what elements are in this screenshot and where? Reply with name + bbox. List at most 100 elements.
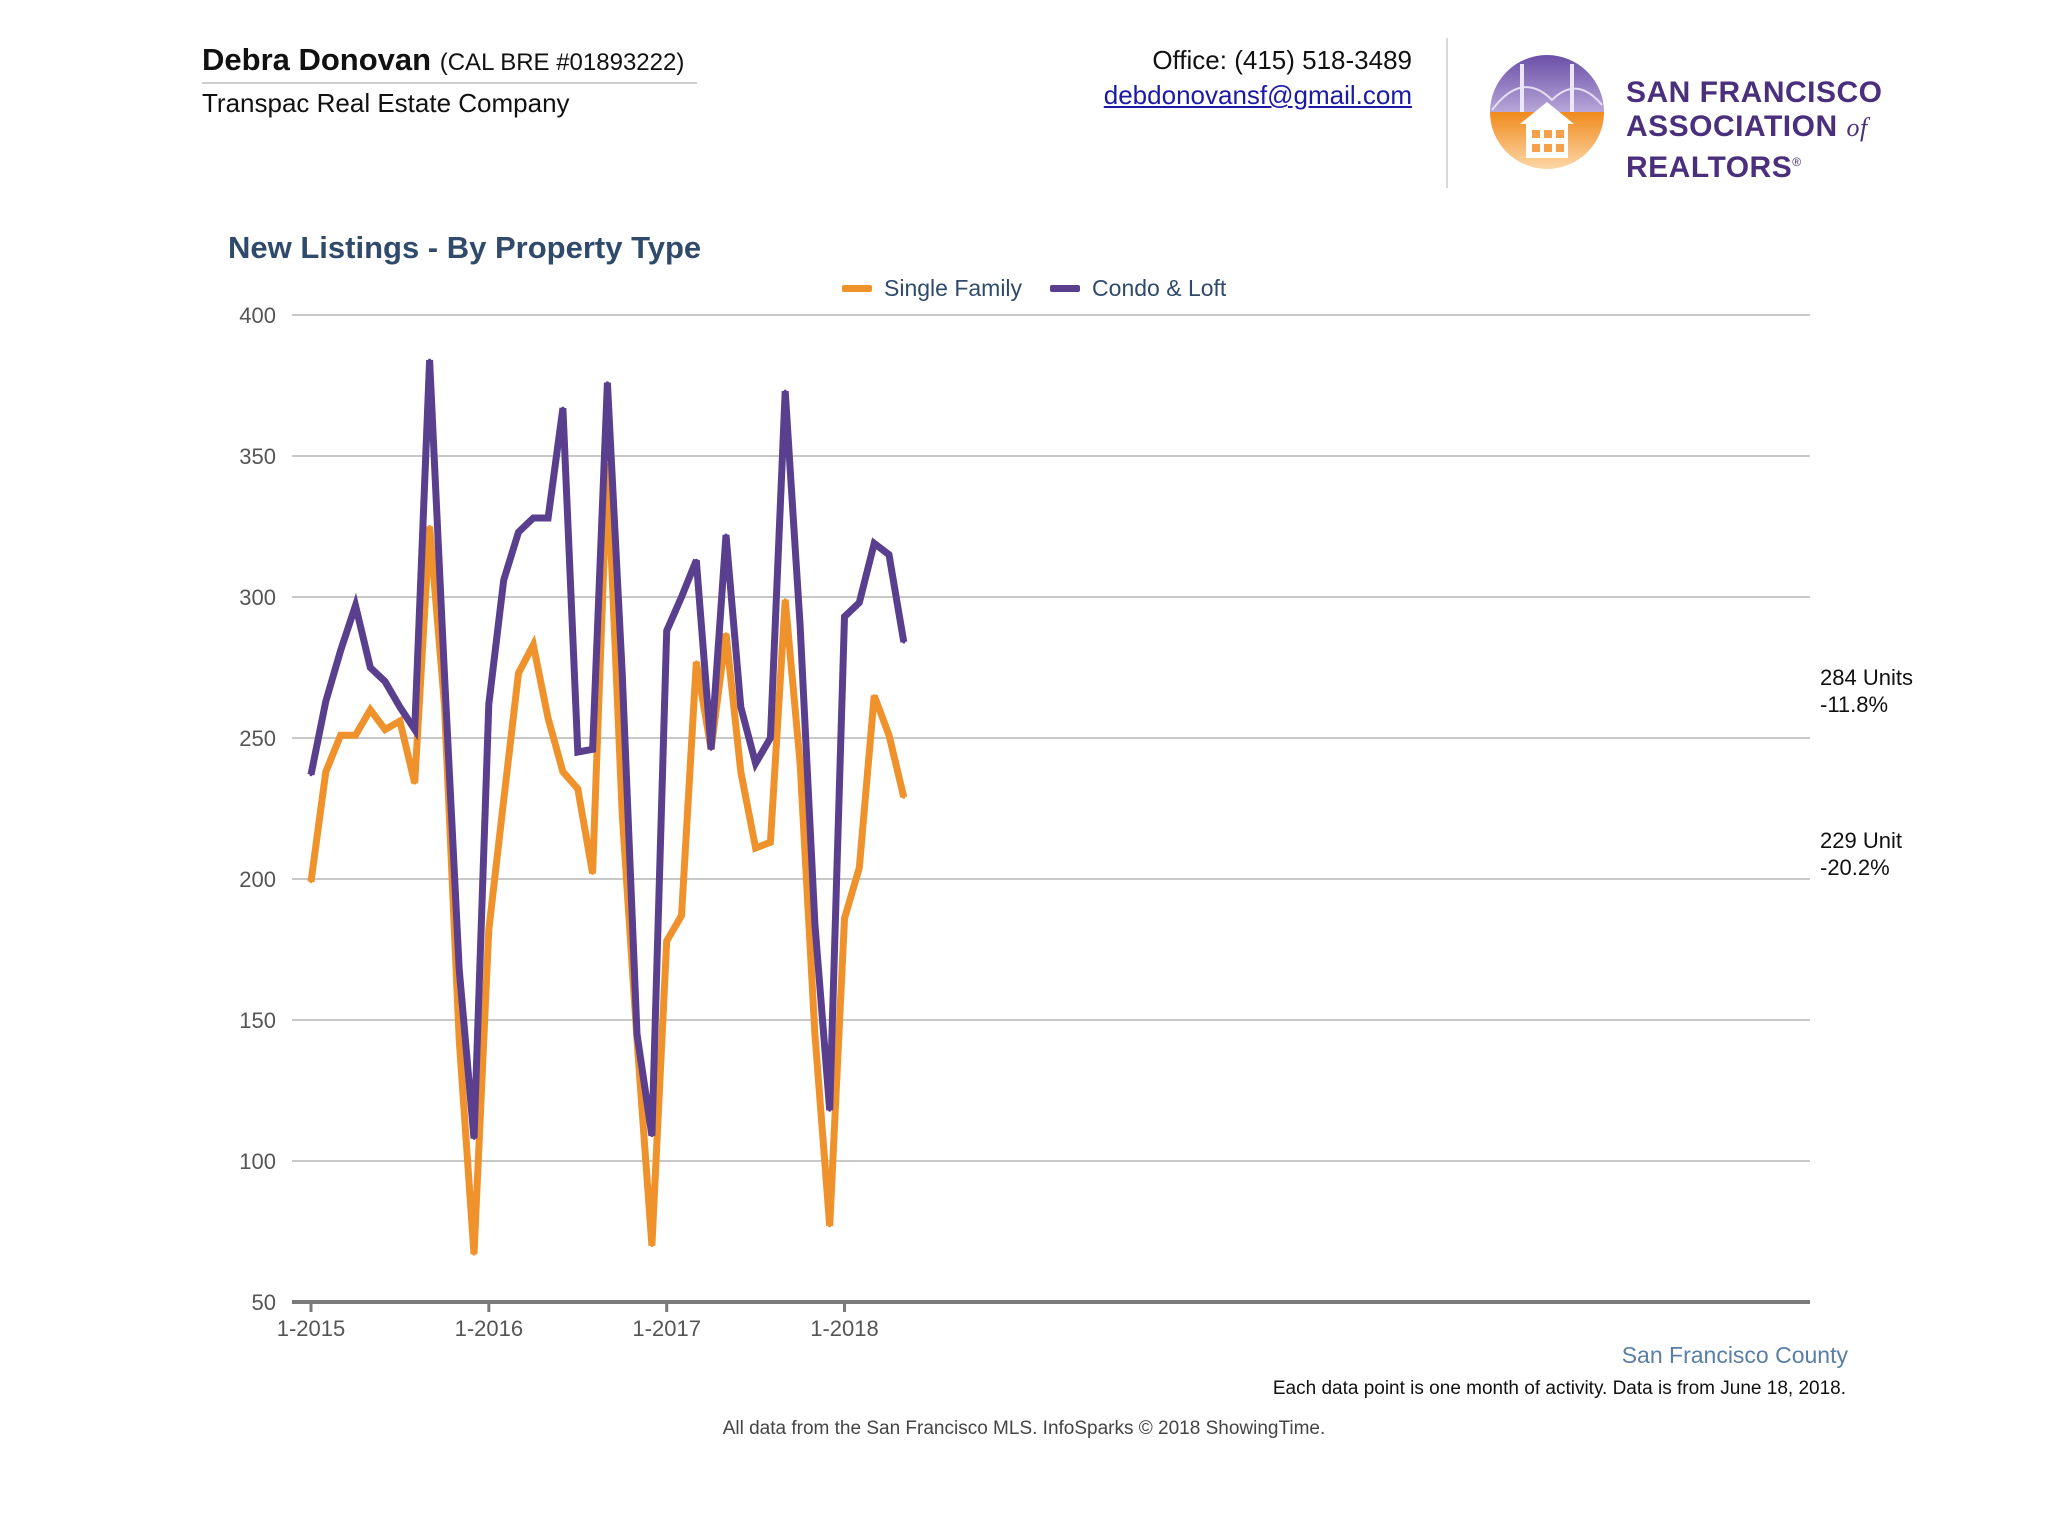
data-point-condo-loft	[768, 736, 772, 740]
data-point-condo-loft	[309, 773, 313, 777]
y-tick-label: 50	[252, 1290, 276, 1315]
data-point-single-family	[857, 866, 861, 870]
data-point-single-family	[680, 914, 683, 918]
data-point-single-family	[398, 719, 402, 723]
y-tick-label: 150	[239, 1008, 276, 1033]
data-point-condo-loft	[591, 747, 595, 751]
office-phone: Office: (415) 518-3489	[1152, 45, 1412, 75]
data-point-condo-loft	[724, 533, 728, 537]
data-point-single-family	[546, 716, 550, 720]
agent-license: (CAL BRE #01893222)	[439, 49, 685, 76]
data-point-condo-loft	[709, 747, 713, 751]
data-point-condo-loft	[531, 516, 535, 520]
data-point-single-family	[828, 1224, 832, 1228]
data-point-single-family	[887, 733, 891, 737]
data-note: Each data point is one month of activity…	[1272, 1378, 1846, 1399]
data-point-condo-loft	[635, 1032, 639, 1036]
data-point-single-family	[650, 1244, 654, 1248]
y-tick-label: 100	[239, 1149, 276, 1174]
data-point-condo-loft	[887, 553, 891, 557]
data-point-condo-loft	[650, 1134, 654, 1138]
data-point-single-family	[620, 812, 624, 816]
chart-legend: Single Family Condo & Loft	[842, 275, 1254, 302]
y-tick-label: 300	[239, 585, 276, 610]
data-point-single-family	[368, 708, 372, 712]
data-point-single-family	[472, 1252, 476, 1256]
data-point-single-family	[354, 733, 357, 737]
x-tick-label: 1-2017	[632, 1316, 701, 1341]
data-point-single-family	[309, 880, 313, 884]
data-point-single-family	[502, 798, 506, 802]
end-label-condo-loft: 284 Units -11.8%	[1820, 665, 1913, 717]
agent-name-underline	[202, 82, 697, 84]
data-point-condo-loft	[665, 629, 669, 633]
association-logo-icon	[1490, 55, 1604, 169]
data-point-single-family	[843, 917, 846, 920]
data-point-single-family	[768, 840, 772, 844]
data-point-condo-loft	[442, 671, 446, 675]
x-tick-label: 1-2016	[455, 1316, 524, 1341]
y-tick-label: 250	[239, 726, 276, 751]
end-label-single-family: 229 Unit -20.2%	[1820, 828, 1902, 880]
legend-item-condo-loft: Condo & Loft	[1050, 275, 1226, 302]
association-name: San Francisco Association of Realtors®	[1626, 76, 1883, 184]
region-label: San Francisco County	[1621, 1342, 1848, 1368]
data-point-condo-loft	[546, 516, 550, 520]
data-point-single-family	[694, 660, 698, 664]
data-point-condo-loft	[739, 705, 743, 709]
data-point-condo-loft	[517, 530, 520, 534]
legend-swatch-condo-loft	[1050, 285, 1081, 292]
data-point-condo-loft	[754, 761, 758, 765]
data-point-single-family	[413, 781, 417, 785]
data-point-condo-loft	[605, 381, 609, 385]
data-point-single-family	[665, 939, 669, 943]
data-point-condo-loft	[872, 541, 876, 545]
data-point-single-family	[902, 795, 906, 799]
header-divider	[1446, 38, 1448, 188]
data-point-condo-loft	[354, 604, 357, 607]
legend-item-single-family: Single Family	[842, 275, 1022, 302]
data-point-condo-loft	[457, 967, 461, 971]
data-point-condo-loft	[813, 922, 817, 926]
data-point-condo-loft	[902, 640, 906, 644]
data-point-single-family	[754, 846, 758, 850]
agent-email-link[interactable]: debdonovansf@gmail.com	[1103, 80, 1412, 110]
data-point-single-family	[517, 671, 520, 675]
y-tick-label: 400	[239, 303, 276, 328]
data-point-condo-loft	[368, 666, 372, 669]
data-point-condo-loft	[339, 649, 343, 653]
data-point-single-family	[724, 632, 728, 636]
data-point-condo-loft	[828, 1108, 832, 1112]
data-point-single-family	[798, 761, 802, 765]
data-point-single-family	[561, 770, 565, 774]
y-tick-label: 200	[239, 867, 276, 892]
agent-company: Transpac Real Estate Company	[202, 88, 570, 118]
data-point-condo-loft	[428, 358, 432, 362]
data-point-condo-loft	[472, 1136, 476, 1140]
data-point-single-family	[531, 643, 535, 647]
x-tick-label: 1-2015	[277, 1316, 346, 1341]
data-point-condo-loft	[694, 558, 698, 562]
data-point-condo-loft	[502, 578, 506, 582]
data-point-condo-loft	[857, 601, 861, 605]
data-point-condo-loft	[843, 615, 846, 619]
data-point-condo-loft	[798, 623, 802, 627]
data-point-condo-loft	[561, 406, 565, 410]
data-point-condo-loft	[398, 705, 402, 709]
data-point-single-family	[324, 770, 328, 774]
data-point-single-family	[576, 787, 580, 791]
data-point-condo-loft	[680, 595, 683, 599]
legend-swatch-single-family	[842, 285, 872, 292]
data-point-condo-loft	[383, 680, 387, 684]
data-point-single-family	[383, 728, 387, 731]
y-tick-label: 350	[239, 444, 276, 469]
data-point-condo-loft	[783, 389, 787, 393]
data-point-single-family	[783, 598, 787, 602]
data-point-single-family	[813, 1032, 817, 1036]
data-point-condo-loft	[576, 750, 580, 754]
data-point-single-family	[487, 928, 491, 932]
data-point-single-family	[739, 770, 743, 774]
x-tick-label: 1-2018	[810, 1316, 879, 1341]
data-point-condo-loft	[620, 671, 624, 675]
